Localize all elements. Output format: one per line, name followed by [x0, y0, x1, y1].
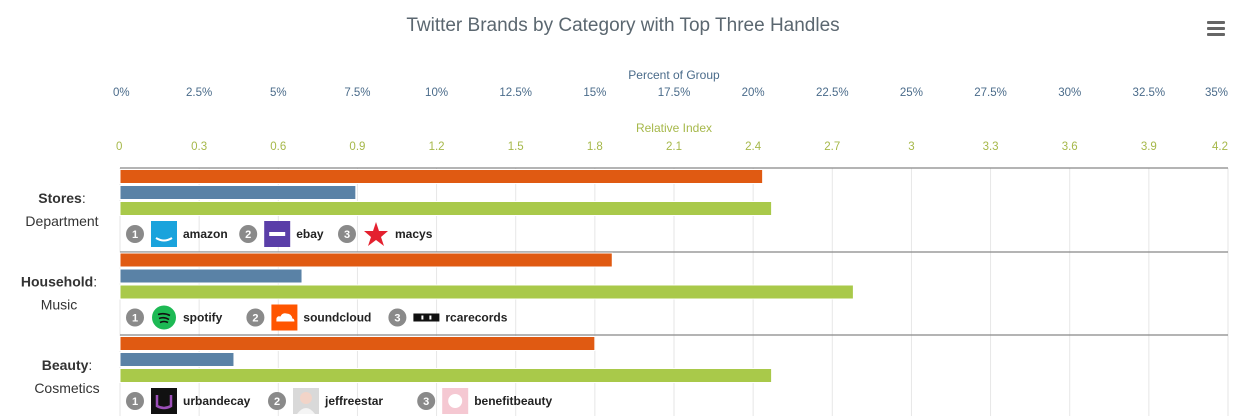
secondary-axis-tick-label: 4.2	[1212, 141, 1228, 153]
bar-blue	[119, 352, 235, 367]
secondary-axis-tick-label: 2.7	[824, 141, 840, 153]
handle-name: spotify	[183, 311, 223, 325]
secondary-axis-tick-label: 3.9	[1141, 141, 1157, 153]
category-label: Stores:	[38, 190, 85, 206]
handles: 1 amazon 2 ebay 3 macys 1 spotify 2 soundcloud 3 rc…	[126, 221, 553, 414]
top-axis-tick-label: 30%	[1058, 87, 1081, 99]
bar-orange	[119, 336, 596, 351]
rank-number: 2	[252, 313, 258, 325]
top-axis-tick-label: 2.5%	[186, 87, 212, 99]
secondary-axis-tick-label: 3.3	[983, 141, 999, 153]
rank-number: 3	[423, 396, 429, 408]
amazon-logo-icon	[151, 221, 177, 247]
rank-badge: 2	[268, 392, 286, 410]
top-axis-tick-label: 0%	[113, 87, 130, 99]
bars	[119, 169, 854, 383]
top-axis-tick-label: 25%	[900, 87, 923, 99]
rank-badge: 1	[126, 392, 144, 410]
secondary-axis-tick-label: 0.3	[191, 141, 207, 153]
top-axis-tick-label: 5%	[270, 87, 287, 99]
handle-name: benefitbeauty	[474, 394, 552, 408]
secondary-axis-tick-label: 3.6	[1062, 141, 1078, 153]
rank-number: 1	[132, 396, 138, 408]
chart-menu-button[interactable]	[1203, 19, 1229, 41]
rank-badge: 2	[246, 308, 265, 327]
handle-name: rcarecords	[445, 311, 507, 325]
secondary-axis-tick-label: 2.1	[666, 141, 682, 153]
rank-badge: 1	[126, 225, 144, 243]
bar-blue	[119, 185, 357, 200]
hamburger-menu-icon	[1207, 21, 1225, 24]
secondary-axis-tick-label: 0.9	[349, 141, 365, 153]
handle-name: amazon	[183, 227, 228, 241]
macys-star-icon	[364, 222, 388, 246]
rank-badge: 2	[239, 225, 258, 243]
top-axis-tick-label: 15%	[583, 87, 606, 99]
urbandecay-logo-icon	[151, 388, 177, 414]
rca-logo-icon	[413, 313, 440, 322]
rank-number: 3	[344, 229, 350, 241]
handle-name: urbandecay	[183, 394, 251, 408]
top-axis-tick-label: 17.5%	[658, 87, 691, 99]
secondary-axis-title: Relative Index	[636, 121, 712, 135]
bar-blue	[119, 268, 303, 284]
chart-title: Twitter Brands by Category with Top Thre…	[406, 15, 839, 36]
top-axis-tick-label: 20%	[742, 87, 765, 99]
category-sublabel: Cosmetics	[34, 380, 99, 396]
bar-green	[119, 201, 773, 216]
top-axis-tick-label: 7.5%	[344, 87, 370, 99]
handle-name: ebay	[296, 227, 324, 241]
handle-name: soundcloud	[303, 311, 371, 325]
top-axis-tick-label: 32.5%	[1133, 87, 1166, 99]
secondary-axis-tick-label: 2.4	[745, 141, 762, 153]
category-labels: Stores: Department Household: Music Beauty: C…	[21, 190, 100, 396]
bar-green	[119, 368, 773, 383]
benefitbeauty-logo-icon	[442, 388, 469, 414]
handle-name: macys	[395, 227, 433, 241]
bar-green	[119, 284, 854, 300]
secondary-axis-tick-label: 1.8	[587, 141, 603, 153]
top-axis-tick-label: 27.5%	[974, 87, 1007, 99]
spotify-logo-icon	[152, 305, 176, 330]
handle-name: jeffreestar	[324, 394, 383, 408]
secondary-axis-tick-label: 0.6	[270, 141, 286, 153]
rank-badge: 3	[388, 308, 407, 327]
secondary-axis-ticks: 0 0.3 0.6 0.9 1.2 1.5 1.8 2.1 2.4 2.7 3 3.3 3.6 3.9 4.…	[116, 141, 1228, 153]
top-axis-title: Percent of Group	[628, 68, 720, 82]
rank-number: 1	[132, 229, 138, 241]
top-axis-tick-label: 12.5%	[499, 87, 532, 99]
rank-number: 2	[274, 396, 280, 408]
jeffreestar-avatar-icon	[293, 388, 319, 414]
bar-orange	[119, 252, 613, 268]
top-axis-tick-label: 35%	[1205, 87, 1228, 99]
top-axis-ticks: 0% 2.5% 5% 7.5% 10% 12.5% 15% 17.5% 20% 22.5% 25% 2…	[113, 87, 1228, 99]
secondary-axis-tick-label: 1.2	[429, 141, 445, 153]
ebay-logo-icon	[264, 221, 291, 247]
bar-orange	[119, 169, 764, 184]
rank-badge: 1	[126, 308, 144, 327]
secondary-axis-tick-label: 0	[116, 141, 122, 153]
soundcloud-logo-icon	[271, 304, 298, 331]
category-sublabel: Music	[41, 297, 78, 313]
category-sublabel: Department	[25, 213, 98, 229]
rank-badge: 3	[338, 225, 356, 243]
category-label: Beauty:	[42, 357, 93, 373]
top-axis-tick-label: 10%	[425, 87, 448, 99]
rank-number: 1	[132, 313, 138, 325]
rank-number: 3	[394, 313, 400, 325]
category-label: Household:	[21, 274, 97, 290]
top-axis-tick-label: 22.5%	[816, 87, 849, 99]
rank-badge: 3	[417, 392, 436, 410]
secondary-axis-tick-label: 1.5	[508, 141, 524, 153]
rank-number: 2	[245, 229, 251, 241]
secondary-axis-tick-label: 3	[908, 141, 914, 153]
